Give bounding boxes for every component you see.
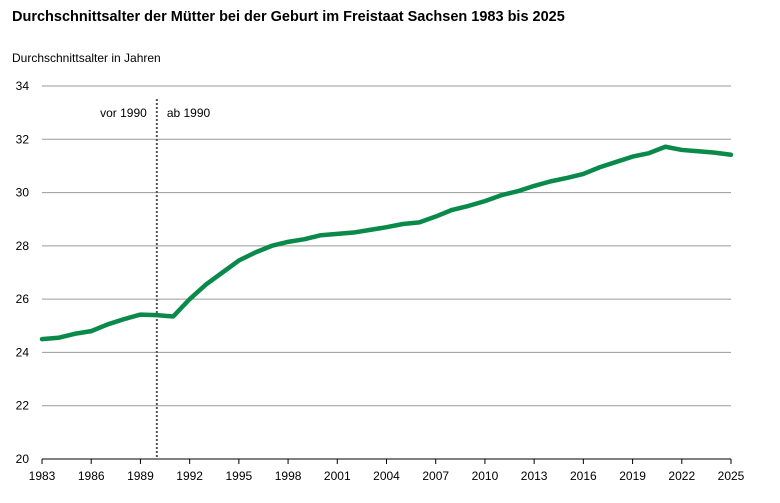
x-tick-label-1992: 1992: [176, 469, 203, 483]
x-tick-label-2022: 2022: [668, 469, 695, 483]
data-point-1990: [156, 314, 158, 316]
data-point-1987: [106, 323, 109, 326]
data-point-1996: [254, 251, 257, 254]
divider-label-before: vor 1990: [100, 106, 147, 120]
data-point-2006: [418, 221, 421, 224]
data-point-2023: [697, 150, 699, 153]
data-point-1988: [123, 318, 125, 320]
x-tick-label-1989: 1989: [127, 469, 154, 483]
data-point-2003: [369, 229, 371, 231]
data-point-2022: [680, 149, 683, 151]
x-tick-label-1998: 1998: [275, 469, 302, 483]
y-tick-label-24: 24: [16, 345, 30, 359]
axes: [41, 458, 732, 464]
data-point-2018: [615, 161, 617, 163]
x-tick-label-2007: 2007: [422, 469, 449, 483]
data-point-2007: [434, 215, 437, 218]
data-point-1998: [287, 241, 289, 243]
y-tick-label-22: 22: [16, 399, 30, 413]
divider-1990: vor 1990 ab 1990: [100, 99, 211, 459]
data-point-1993: [205, 283, 207, 286]
data-point-1994: [221, 271, 224, 274]
data-point-2008: [451, 209, 453, 211]
data-point-1999: [303, 238, 306, 240]
data-point-1985: [74, 332, 76, 335]
data-point-2021: [664, 145, 667, 148]
y-axis-label: Durchschnittsalter in Jahren: [12, 51, 161, 65]
data-point-2025: [730, 153, 732, 156]
data-point-2011: [500, 194, 503, 197]
series-line-0: [39, 144, 734, 342]
data-point-2005: [402, 223, 404, 225]
x-tick-label-2004: 2004: [373, 469, 400, 483]
y-tick-label-34: 34: [16, 79, 30, 93]
chart-title: Durchschnittsalter der Mütter bei der Ge…: [12, 9, 565, 25]
y-tick-label-32: 32: [16, 132, 30, 146]
y-tick-label-28: 28: [16, 239, 30, 253]
x-tick-label-2010: 2010: [472, 469, 499, 483]
data-point-1992: [188, 298, 191, 300]
data-series: [39, 144, 734, 342]
data-point-1995: [238, 259, 240, 262]
y-tick-label-26: 26: [16, 292, 30, 306]
x-tick-label-2016: 2016: [570, 469, 597, 483]
data-point-2013: [533, 185, 535, 187]
x-tick-label-1983: 1983: [29, 469, 56, 483]
data-point-1991: [172, 315, 175, 318]
data-point-2010: [484, 200, 486, 202]
x-tick-label-2025: 2025: [718, 469, 745, 483]
data-point-2004: [385, 226, 388, 229]
x-tick-label-1986: 1986: [78, 469, 105, 483]
data-point-2017: [598, 166, 601, 169]
data-point-2016: [582, 173, 585, 175]
data-point-2024: [713, 151, 716, 154]
data-point-2009: [467, 205, 470, 207]
x-tick-label-2001: 2001: [324, 469, 351, 483]
data-point-1984: [57, 336, 60, 339]
data-point-2012: [516, 190, 519, 193]
x-tick-label-1995: 1995: [226, 469, 253, 483]
data-point-1997: [270, 245, 273, 247]
grid-lines: [42, 85, 731, 407]
data-point-2020: [648, 152, 650, 154]
data-point-2019: [631, 155, 634, 158]
x-tick-label-2013: 2013: [521, 469, 548, 483]
data-point-2014: [549, 180, 552, 183]
data-point-2001: [336, 233, 339, 235]
y-tick-label-20: 20: [16, 452, 30, 466]
data-point-2002: [352, 231, 355, 234]
data-point-1989: [139, 313, 142, 316]
data-point-2000: [320, 234, 322, 236]
data-point-1983: [41, 338, 43, 340]
data-point-1986: [90, 330, 93, 332]
data-point-2015: [566, 177, 568, 179]
divider-label-after: ab 1990: [167, 106, 211, 120]
y-tick-label-30: 30: [16, 186, 30, 200]
x-tick-label-2019: 2019: [619, 469, 646, 483]
